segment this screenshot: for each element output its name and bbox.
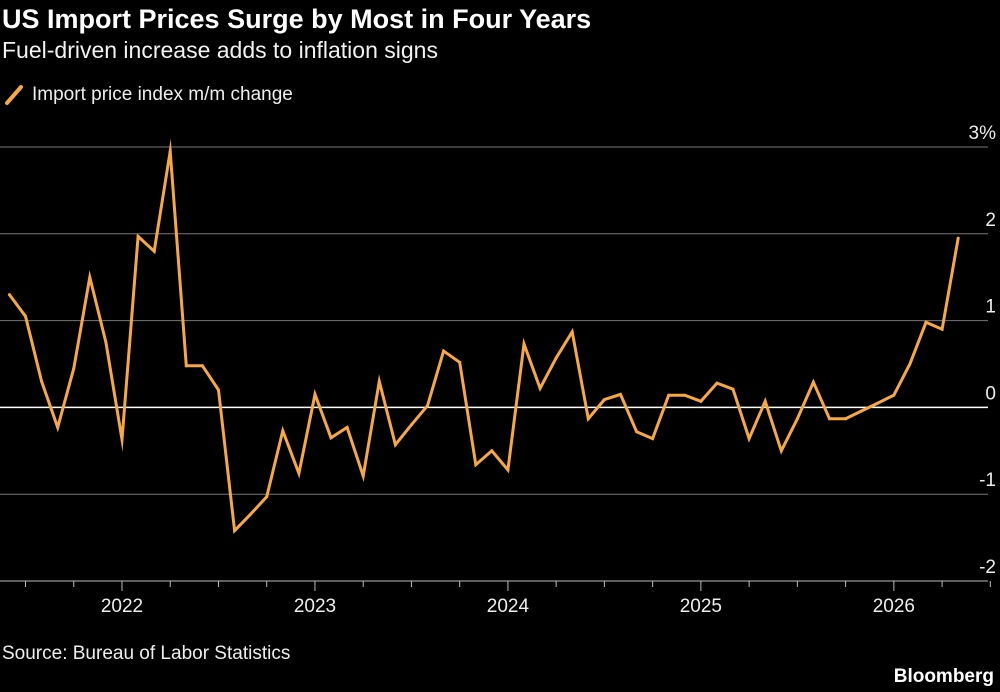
- data-point: [522, 342, 526, 346]
- data-point: [506, 468, 510, 472]
- chart-title: US Import Prices Surge by Most in Four Y…: [2, 4, 592, 34]
- data-point: [152, 249, 156, 253]
- data-point: [715, 381, 719, 385]
- data-point: [683, 393, 687, 397]
- x-tick-label: 2023: [294, 596, 336, 617]
- y-tick-label: 1: [985, 297, 996, 318]
- x-axis: 2022 2023 2024 2025 2026: [0, 580, 991, 617]
- x-tick-label: 2025: [680, 596, 722, 617]
- data-point: [667, 393, 671, 397]
- data-point: [233, 529, 237, 533]
- data-point: [908, 362, 912, 366]
- data-point: [956, 236, 960, 240]
- data-point: [249, 512, 253, 516]
- data-point: [281, 429, 285, 433]
- data-point: [876, 401, 880, 405]
- legend-line-swatch-icon: [5, 85, 23, 105]
- data-point: [699, 399, 703, 403]
- data-point: [393, 443, 397, 447]
- bloomberg-logo: Bloomberg: [893, 666, 994, 687]
- data-point: [651, 437, 655, 441]
- data-point: [265, 495, 269, 499]
- y-tick-label: 3%: [969, 123, 997, 144]
- x-tick-label: 2022: [101, 596, 143, 617]
- data-point: [7, 293, 11, 297]
- data-point: [554, 356, 558, 360]
- data-point: [747, 437, 751, 441]
- data-point: [88, 275, 92, 279]
- data-point: [458, 360, 462, 364]
- data-point: [313, 392, 317, 396]
- y-tick-label: 2: [985, 210, 996, 231]
- data-point: [474, 463, 478, 467]
- data-point: [844, 417, 848, 421]
- legend-label: Import price index m/m change: [32, 84, 293, 105]
- series-layer: [7, 138, 960, 535]
- data-point: [538, 386, 542, 390]
- data-point: [329, 436, 333, 440]
- x-tick-label: 2026: [873, 596, 915, 617]
- data-point: [619, 392, 622, 396]
- data-point: [779, 449, 783, 453]
- data-point: [426, 404, 429, 408]
- data-point: [168, 149, 172, 153]
- source-note: Source: Bureau of Labor Statistics: [2, 643, 291, 664]
- series-line: [8, 138, 960, 535]
- data-point: [635, 430, 639, 434]
- data-point: [120, 438, 124, 441]
- data-point: [586, 417, 590, 421]
- data-point: [56, 425, 60, 429]
- y-tick-label: -2: [979, 557, 996, 578]
- grid-lines: [0, 146, 988, 495]
- data-point: [200, 364, 204, 368]
- data-point: [72, 366, 76, 370]
- data-point: [763, 399, 767, 403]
- data-point: [811, 380, 815, 384]
- data-point: [297, 471, 301, 475]
- data-point: [602, 398, 606, 402]
- data-point: [490, 449, 494, 453]
- data-point: [731, 387, 735, 391]
- data-point: [409, 423, 413, 427]
- data-point: [40, 379, 44, 383]
- y-axis-labels: 3% 2 1 0 -1 -2: [969, 123, 997, 578]
- data-point: [361, 474, 365, 478]
- chart-subtitle: Fuel-driven increase adds to inflation s…: [2, 37, 438, 63]
- data-point: [184, 364, 188, 368]
- y-tick-label: -1: [979, 470, 996, 491]
- data-point: [442, 349, 446, 353]
- data-point: [136, 234, 140, 238]
- legend: Import price index m/m change: [4, 83, 293, 107]
- data-point: [892, 393, 896, 397]
- data-point: [828, 417, 831, 421]
- y-tick-label: 0: [985, 383, 996, 404]
- data-point: [377, 379, 381, 383]
- x-tick-label: 2024: [487, 596, 530, 617]
- data-point: [345, 425, 349, 429]
- data-point: [940, 327, 944, 331]
- data-point: [924, 320, 928, 324]
- data-point: [570, 330, 574, 334]
- data-point: [104, 340, 108, 344]
- data-point: [217, 388, 220, 392]
- data-point: [24, 314, 27, 318]
- data-point: [860, 409, 864, 413]
- data-point: [795, 417, 799, 421]
